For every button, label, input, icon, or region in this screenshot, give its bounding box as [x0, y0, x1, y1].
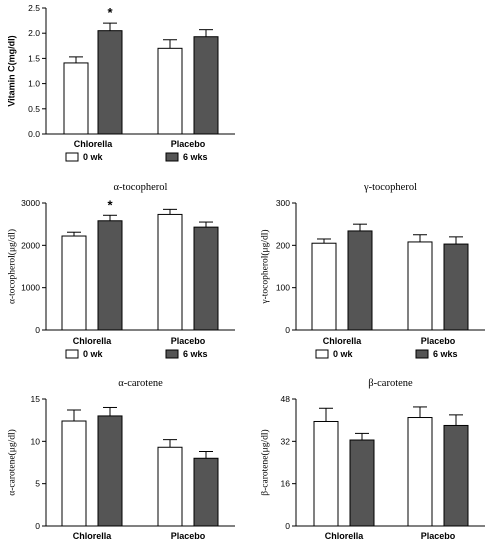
x-category-label: Chlorella — [73, 531, 113, 541]
chart-vitc: Vitamin C(mg/dl) 0.0 0.5 1.0 1.5 2.0 2.5 Chlore… — [6, 3, 235, 162]
bar-chlorella-6wks — [97, 220, 123, 331]
legend-label: 6 wks — [183, 349, 208, 359]
y-tick-label: 2.5 — [28, 3, 40, 13]
x-category-label: Placebo — [171, 531, 206, 541]
y-tick-label: 0 — [285, 521, 290, 531]
y-axis-label: α-carotene(μg/dl) — [7, 429, 18, 496]
y-tick-label: 32 — [281, 436, 291, 446]
x-category-label: Placebo — [421, 531, 456, 541]
chart-atoc: α-tocopherol α-tocopherol(μg/dl) 0 1000 2000… — [7, 182, 235, 359]
y-tick-label: 0.5 — [28, 104, 40, 114]
legend-swatch — [65, 152, 79, 162]
y-tick-label: 0.0 — [28, 129, 40, 139]
x-category-label: Placebo — [171, 336, 206, 346]
bar-placebo-0wk — [157, 213, 183, 331]
bar-chlorella-0wk — [313, 420, 339, 527]
bar-placebo-0wk — [157, 47, 183, 135]
significance-marker: * — [107, 5, 113, 20]
legend-label: 0 wk — [83, 152, 104, 162]
y-tick-label: 48 — [281, 394, 291, 404]
y-axis-label: Vitamin C(mg/dl) — [6, 35, 16, 106]
bar-placebo-0wk — [407, 241, 433, 331]
y-tick-label: 16 — [281, 479, 291, 489]
bar-chlorella-6wks — [97, 415, 123, 527]
legend-swatch — [65, 349, 79, 359]
bar-chlorella-6wks — [349, 439, 375, 527]
bar-placebo-6wks — [443, 243, 469, 331]
y-axis-label: α-tocopherol(μg/dl) — [7, 229, 18, 304]
bar-chlorella-0wk — [61, 235, 87, 331]
legend-label: 0 wk — [333, 349, 354, 359]
bar-chlorella-6wks — [97, 30, 123, 135]
y-tick-label: 10 — [31, 436, 41, 446]
y-tick-label: 0 — [35, 521, 40, 531]
bar-placebo-0wk — [157, 446, 183, 527]
bar-placebo-6wks — [443, 424, 469, 527]
bar-placebo-0wk — [407, 417, 433, 527]
x-category-label: Chlorella — [74, 139, 114, 149]
y-tick-label: 2.0 — [28, 28, 40, 38]
y-tick-label: 2000 — [21, 240, 40, 250]
bar-chlorella-0wk — [63, 62, 89, 135]
x-category-label: Chlorella — [73, 336, 113, 346]
x-category-label: Placebo — [421, 336, 456, 346]
chart-title: α-carotene — [118, 378, 163, 389]
y-axis-label: γ-tocopherol(μg/dl) — [260, 229, 271, 304]
legend-swatch — [165, 349, 179, 359]
bar-chlorella-0wk — [311, 242, 337, 331]
legend-label: 6 wks — [433, 349, 458, 359]
chart-acar: α-carotene α-carotene(μg/dl) 0 5 10 15 Chlorel… — [7, 378, 235, 541]
y-tick-label: 300 — [276, 198, 290, 208]
significance-marker: * — [107, 197, 113, 212]
legend-swatch — [415, 349, 429, 359]
y-tick-label: 0 — [285, 325, 290, 335]
chart-gtoc: γ-tocopherol γ-tocopherol(μg/dl) 0 100 200 30… — [260, 182, 485, 359]
chart-title: β-carotene — [368, 378, 413, 389]
legend-swatch — [315, 349, 329, 359]
y-tick-label: 1000 — [21, 283, 40, 293]
chart-title: γ-tocopherol — [363, 182, 417, 193]
y-tick-label: 15 — [31, 394, 41, 404]
x-category-label: Chlorella — [325, 531, 365, 541]
y-axis-label: β-carotene(μg/dl) — [260, 429, 271, 495]
bar-chlorella-6wks — [347, 230, 373, 331]
y-tick-label: 0 — [35, 325, 40, 335]
y-tick-label: 3000 — [21, 198, 40, 208]
legend-label: 6 wks — [183, 152, 208, 162]
bar-chlorella-0wk — [61, 420, 87, 527]
y-tick-label: 1.0 — [28, 79, 40, 89]
chart-bcar: β-carotene β-carotene(μg/dl) 0 16 32 48 Chlore… — [260, 378, 485, 541]
y-tick-label: 1.5 — [28, 53, 40, 63]
y-tick-label: 5 — [35, 479, 40, 489]
x-category-label: Chlorella — [323, 336, 363, 346]
legend-label: 0 wk — [83, 349, 104, 359]
legend-swatch — [165, 152, 179, 162]
x-category-label: Placebo — [171, 139, 206, 149]
y-tick-label: 200 — [276, 240, 290, 250]
chart-title: α-tocopherol — [114, 182, 168, 193]
y-tick-label: 100 — [276, 283, 290, 293]
bar-placebo-6wks — [193, 36, 219, 135]
bar-placebo-6wks — [193, 457, 219, 527]
bar-placebo-6wks — [193, 226, 219, 331]
